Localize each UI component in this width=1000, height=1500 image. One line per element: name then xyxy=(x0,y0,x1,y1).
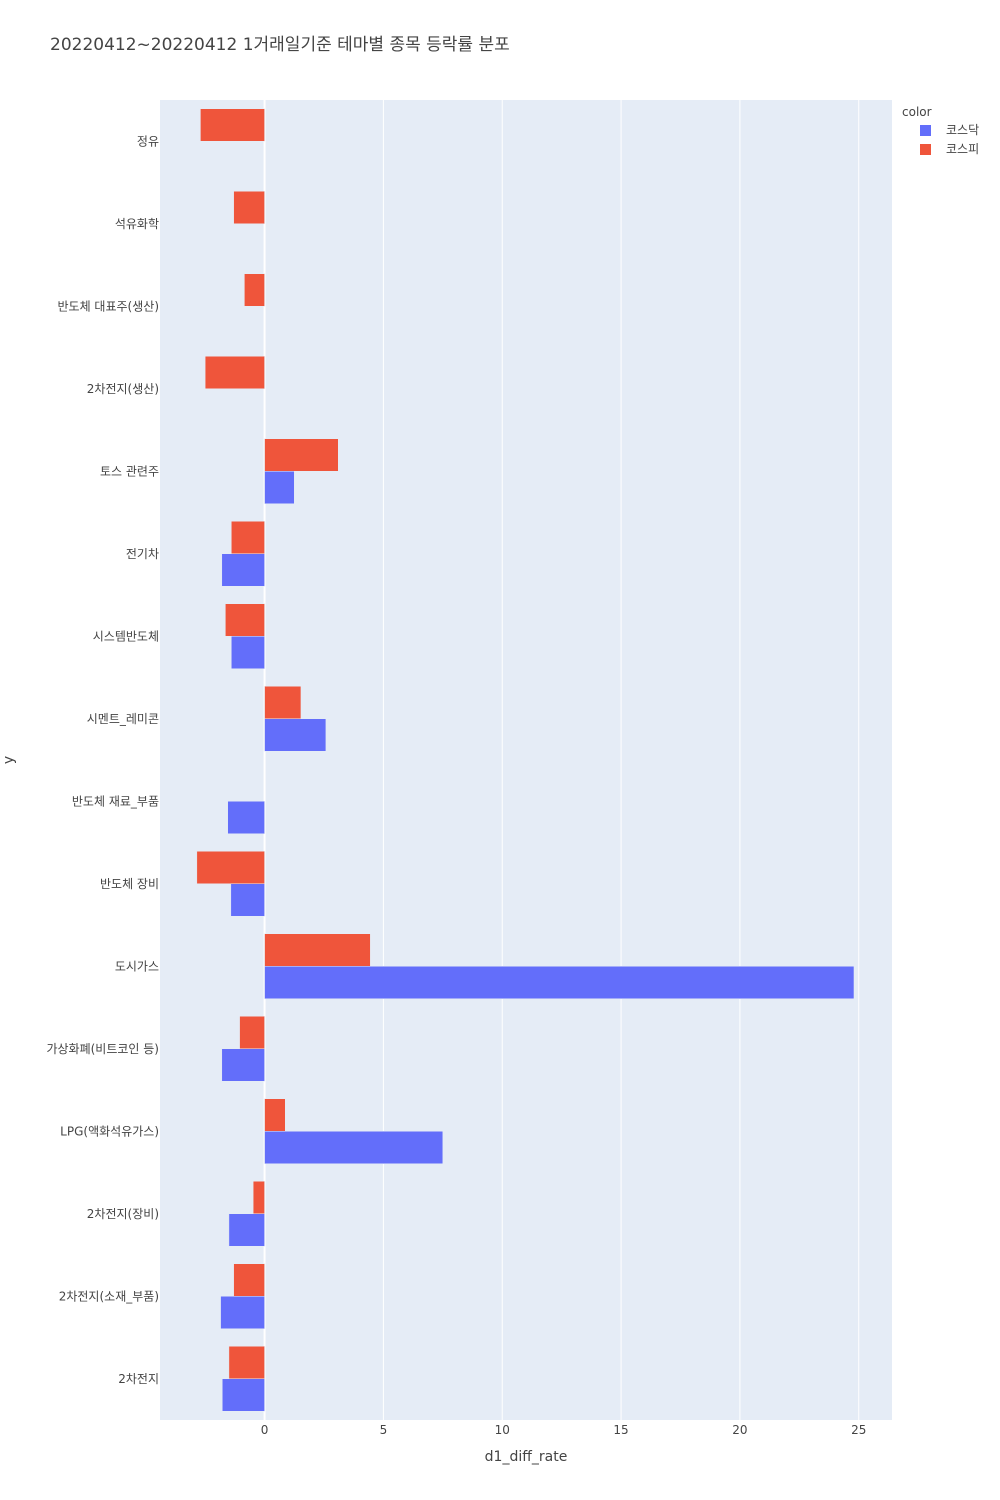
bar-kosdaq-6[interactable] xyxy=(231,636,265,669)
bar-kospi-6[interactable] xyxy=(225,603,265,637)
bar-kospi-7[interactable] xyxy=(264,686,302,719)
y-tick-label-2: 반도체 대표주(생산) xyxy=(58,299,160,313)
y-tick-label-0: 정유 xyxy=(137,134,159,148)
x-tick-label-20: 20 xyxy=(732,1423,747,1437)
bar-kospi-15[interactable] xyxy=(228,1346,265,1379)
y-tick-label-13: 2차전지(장비) xyxy=(87,1207,159,1221)
bar-kosdaq-8[interactable] xyxy=(227,801,265,834)
y-tick-label-1: 석유화학 xyxy=(115,217,159,231)
bar-kosdaq-11[interactable] xyxy=(221,1048,265,1082)
bar-kospi-13[interactable] xyxy=(252,1181,265,1214)
bar-kosdaq-14[interactable] xyxy=(220,1296,265,1329)
bar-kospi-9[interactable] xyxy=(196,851,265,884)
bar-kosdaq-7[interactable] xyxy=(264,718,327,752)
y-tick-label-9: 반도체 장비 xyxy=(100,877,159,891)
y-tick-label-8: 반도체 재료_부품 xyxy=(72,794,159,808)
plot-area xyxy=(160,100,892,1420)
y-tick-label-15: 2차전지 xyxy=(118,1372,159,1386)
legend-title: color xyxy=(902,105,932,119)
bar-kosdaq-5[interactable] xyxy=(221,553,265,587)
y-tick-label-4: 토스 관련주 xyxy=(100,464,159,478)
bar-kospi-11[interactable] xyxy=(239,1016,265,1049)
x-tick-label-0: 0 xyxy=(261,1423,269,1437)
bar-kospi-3[interactable] xyxy=(204,356,265,389)
bar-kospi-5[interactable] xyxy=(231,521,265,554)
bar-kospi-10[interactable] xyxy=(264,933,371,967)
legend-label-kosdaq[interactable]: 코스닥 xyxy=(946,123,979,137)
y-tick-label-10: 도시가스 xyxy=(115,959,159,973)
x-tick-label-15: 15 xyxy=(613,1423,628,1437)
bar-kospi-1[interactable] xyxy=(233,191,265,224)
y-tick-label-5: 전기차 xyxy=(126,547,159,561)
legend-label-kospi[interactable]: 코스피 xyxy=(946,142,979,156)
y-tick-label-12: LPG(액화석유가스) xyxy=(60,1124,159,1138)
y-tick-label-7: 시멘트_레미콘 xyxy=(87,712,159,726)
x-tick-label-25: 25 xyxy=(851,1423,866,1437)
bar-kosdaq-10[interactable] xyxy=(264,966,855,999)
x-axis-title: d1_diff_rate xyxy=(485,1449,568,1465)
bar-kospi-14[interactable] xyxy=(233,1263,265,1297)
y-axis-title: y xyxy=(1,756,17,764)
y-tick-label-14: 2차전지(소재_부품) xyxy=(59,1289,159,1303)
y-tick-label-3: 2차전지(생산) xyxy=(87,382,159,396)
bar-kosdaq-4[interactable] xyxy=(264,471,295,504)
bar-kospi-2[interactable] xyxy=(244,273,265,307)
bar-kosdaq-15[interactable] xyxy=(222,1378,265,1412)
bar-kosdaq-13[interactable] xyxy=(228,1213,265,1247)
x-tick-label-5: 5 xyxy=(380,1423,388,1437)
y-tick-label-6: 시스템반도체 xyxy=(93,629,159,643)
legend-swatch-kosdaq[interactable] xyxy=(920,125,931,136)
bar-kospi-4[interactable] xyxy=(264,438,339,472)
bars[interactable] xyxy=(196,108,855,1412)
bar-kosdaq-9[interactable] xyxy=(230,883,265,917)
bar-kospi-12[interactable] xyxy=(264,1098,286,1132)
x-tick-labels: 0 5 10 15 20 25 xyxy=(261,1423,867,1437)
y-tick-label-11: 가상화폐(비트코인 등) xyxy=(46,1042,159,1056)
bar-kospi-0[interactable] xyxy=(200,108,265,142)
chart-title: 20220412~20220412 1거래일기준 테마별 종목 등락률 분포 xyxy=(50,35,510,55)
bar-kosdaq-12[interactable] xyxy=(264,1131,444,1164)
legend-swatch-kospi[interactable] xyxy=(920,144,931,155)
x-tick-label-10: 10 xyxy=(495,1423,510,1437)
